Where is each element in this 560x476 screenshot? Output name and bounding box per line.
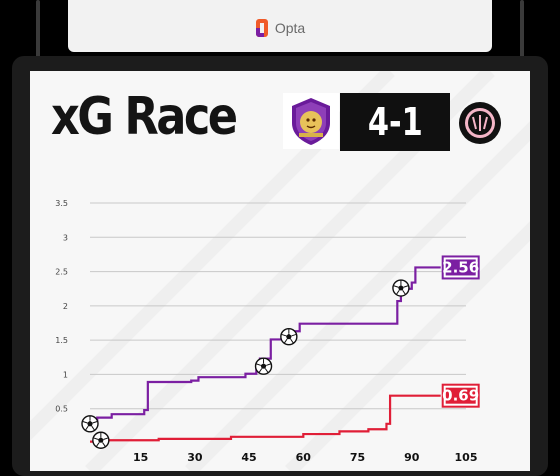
home-end-label-box <box>445 259 476 276</box>
goal-ball-icon <box>280 328 298 346</box>
x-tick-label: 75 <box>350 451 365 464</box>
background-card: Opta <box>68 0 492 52</box>
goal-ball-icon <box>81 415 99 433</box>
y-tick-label: 3.5 <box>55 199 68 208</box>
x-tick-label: 90 <box>404 451 420 464</box>
home-xg-line <box>90 266 441 425</box>
y-tick-label: 1 <box>63 370 68 379</box>
back-frame-left <box>36 0 40 60</box>
score-text: 4-1 <box>367 100 423 144</box>
home-end-label: 2.56 <box>442 258 479 276</box>
y-tick-label: 2 <box>63 302 68 311</box>
goal-ball-icon <box>92 431 110 449</box>
chart-title: xG Race <box>51 87 238 147</box>
orlando-city-crest <box>283 93 339 149</box>
goal-ball-icon <box>392 279 410 297</box>
x-tick-label: 105 <box>455 451 478 464</box>
x-tick-label: 30 <box>187 451 203 464</box>
away-end-label: 0.69 <box>442 387 479 405</box>
y-tick-label: 2.5 <box>55 268 68 277</box>
away-end-label-box <box>445 387 476 404</box>
xg-chart: 0.5 1 1.5 2 2.5 3 3.5 15 30 45 60 75 90 105 2.56 0.69 <box>55 199 480 464</box>
x-tick-label: 15 <box>133 451 148 464</box>
x-tick-label: 60 <box>296 451 312 464</box>
xg-race-panel: xG Race 4-1 0.5 1 1.5 2 2.5 3 3.5 15 30 45 60 75 90 1… <box>30 71 530 471</box>
y-tick-label: 1.5 <box>55 336 68 345</box>
opta-label: Opta <box>274 20 306 36</box>
opta-logo-icon <box>255 19 268 37</box>
y-tick-label: 0.5 <box>55 405 68 414</box>
inter-miami-crest <box>454 101 506 145</box>
opta-brand: Opta <box>68 17 492 39</box>
scoreline: 4-1 <box>340 93 450 151</box>
goal-ball-icon <box>254 357 273 375</box>
back-frame-right <box>520 0 524 60</box>
x-tick-label: 45 <box>241 451 256 464</box>
y-tick-label: 3 <box>63 233 68 242</box>
away-xg-line <box>90 394 441 443</box>
